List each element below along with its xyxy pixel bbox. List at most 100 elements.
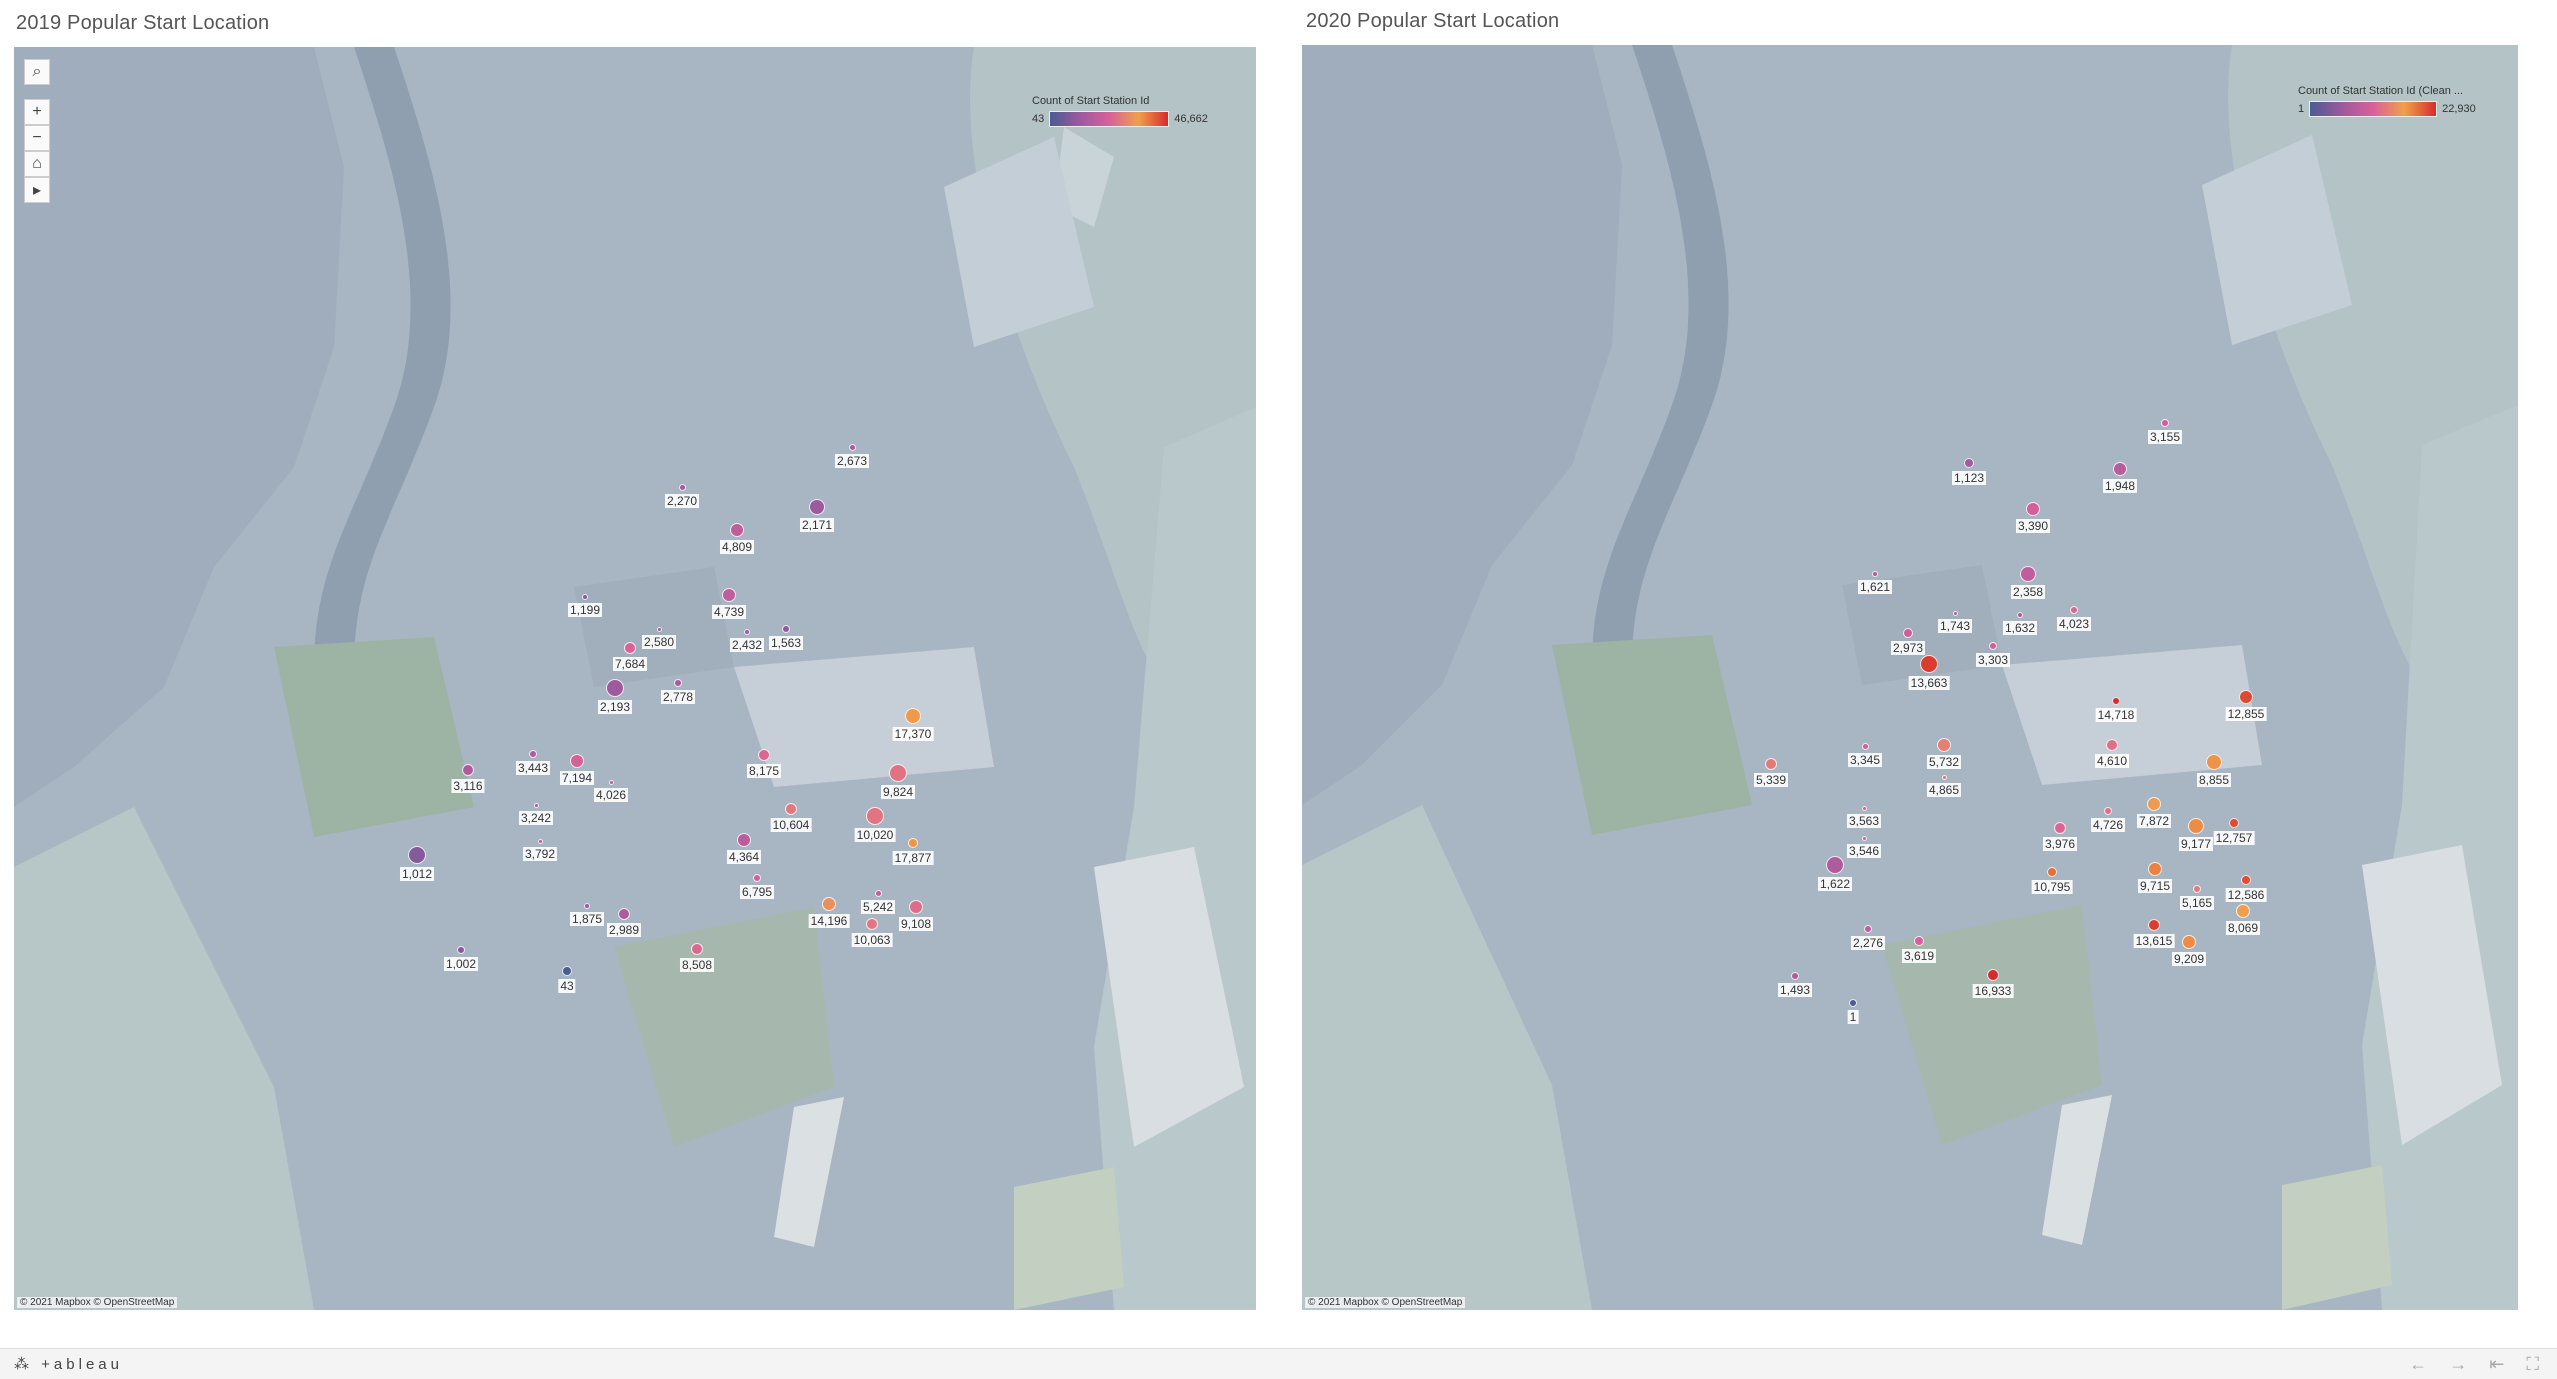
station-marker[interactable] (2047, 867, 2057, 877)
station-marker[interactable] (2113, 462, 2127, 476)
undo-icon[interactable]: ← (2409, 1353, 2428, 1374)
station-marker[interactable] (1914, 936, 1924, 946)
station-count-label: 1,199 (567, 603, 603, 617)
station-marker[interactable] (1791, 972, 1799, 980)
station-marker[interactable] (1872, 571, 1878, 577)
station-count-label: 3,116 (451, 779, 485, 793)
station-marker[interactable] (2026, 502, 2040, 516)
station-marker[interactable] (2182, 935, 2196, 949)
redo-icon[interactable]: → (2449, 1353, 2468, 1374)
station-marker[interactable] (674, 679, 682, 687)
map-tools-2019: ⌕ + − ⌂ ▸ (24, 59, 50, 203)
station-marker[interactable] (1952, 610, 1958, 616)
station-marker[interactable] (908, 838, 918, 848)
station-count-label: 7,684 (612, 657, 648, 671)
station-marker[interactable] (758, 749, 770, 761)
station-marker[interactable] (608, 779, 614, 785)
station-marker[interactable] (2161, 419, 2169, 427)
station-marker[interactable] (1937, 738, 1951, 752)
map-2020[interactable]: 3,155 1,123 1,948 3,390 1,621 2,358 1,743 1,632… (1302, 45, 2518, 1310)
station-marker[interactable] (2112, 697, 2120, 705)
station-marker[interactable] (570, 754, 584, 768)
station-marker[interactable] (2188, 818, 2204, 834)
station-marker[interactable] (866, 918, 878, 930)
station-count-label: 1,621 (1857, 580, 1893, 594)
station-marker[interactable] (2147, 797, 2161, 811)
expand-toolbar-icon[interactable]: ▸ (24, 177, 50, 203)
station-marker[interactable] (582, 594, 588, 600)
station-marker[interactable] (462, 764, 474, 776)
station-marker[interactable] (2236, 904, 2250, 918)
station-marker[interactable] (2020, 566, 2036, 582)
station-marker[interactable] (533, 802, 539, 808)
zoom-in-button[interactable]: + (24, 99, 50, 125)
station-marker[interactable] (618, 908, 630, 920)
station-marker[interactable] (730, 523, 744, 537)
station-marker[interactable] (1941, 774, 1947, 780)
station-marker[interactable] (1987, 969, 1999, 981)
station-marker[interactable] (562, 966, 572, 976)
station-marker[interactable] (909, 900, 923, 914)
map-2019[interactable]: 2,673 2,270 2,171 4,809 1,199 4,739 2,580 2,432… (14, 47, 1256, 1310)
station-marker[interactable] (2148, 862, 2162, 876)
map-title-2020: 2020 Popular Start Location (1306, 10, 1560, 32)
map-attribution[interactable]: © 2021 Mapbox © OpenStreetMap (1305, 1297, 1466, 1308)
station-marker[interactable] (809, 499, 825, 515)
home-icon[interactable]: ⌂ (24, 151, 50, 177)
station-marker[interactable] (2106, 739, 2118, 751)
station-marker[interactable] (1920, 655, 1938, 673)
station-marker[interactable] (1861, 805, 1867, 811)
station-marker[interactable] (1765, 758, 1777, 770)
tableau-logo[interactable]: ⁂ +ableau (14, 1356, 123, 1373)
zoom-out-button[interactable]: − (24, 125, 50, 151)
station-marker[interactable] (624, 642, 636, 654)
map-attribution[interactable]: © 2021 Mapbox © OpenStreetMap (17, 1297, 178, 1308)
station-marker[interactable] (537, 838, 543, 844)
station-marker[interactable] (2054, 822, 2066, 834)
station-marker[interactable] (408, 846, 426, 864)
station-marker[interactable] (584, 903, 590, 909)
station-count-label: 9,824 (880, 785, 916, 799)
station-marker[interactable] (2241, 875, 2251, 885)
station-marker[interactable] (2239, 690, 2253, 704)
station-marker[interactable] (2070, 606, 2078, 614)
fullscreen-icon[interactable]: ⛶ (2526, 1353, 2539, 1374)
station-marker[interactable] (874, 889, 882, 897)
station-marker[interactable] (737, 833, 751, 847)
station-marker[interactable] (606, 679, 624, 697)
station-marker[interactable] (2193, 885, 2201, 893)
station-marker[interactable] (744, 629, 750, 635)
station-marker[interactable] (848, 443, 856, 451)
station-marker[interactable] (905, 708, 921, 724)
station-marker[interactable] (691, 943, 703, 955)
station-marker[interactable] (889, 764, 907, 782)
station-marker[interactable] (678, 483, 686, 491)
station-marker[interactable] (529, 750, 537, 758)
station-marker[interactable] (1864, 925, 1872, 933)
station-count-label: 3,303 (1975, 653, 2011, 667)
station-marker[interactable] (1861, 742, 1869, 750)
revert-icon[interactable]: ⇤ (2489, 1353, 2505, 1374)
station-marker[interactable] (656, 626, 662, 632)
station-marker[interactable] (1861, 835, 1867, 841)
search-icon[interactable]: ⌕ (24, 59, 50, 85)
station-marker[interactable] (1989, 642, 1997, 650)
station-marker[interactable] (782, 625, 790, 633)
station-marker[interactable] (2229, 818, 2239, 828)
station-count-label: 4,026 (593, 787, 629, 802)
station-marker[interactable] (1964, 458, 1974, 468)
station-marker[interactable] (457, 946, 465, 954)
station-count-label: 14,196 (808, 914, 850, 928)
station-marker[interactable] (822, 897, 836, 911)
station-marker[interactable] (1903, 628, 1913, 638)
station-marker[interactable] (866, 807, 884, 825)
station-marker[interactable] (2017, 612, 2023, 618)
station-marker[interactable] (2206, 754, 2222, 770)
station-marker[interactable] (1849, 999, 1857, 1007)
station-marker[interactable] (2148, 919, 2160, 931)
station-marker[interactable] (722, 588, 736, 602)
station-marker[interactable] (785, 803, 797, 815)
station-marker[interactable] (753, 874, 761, 882)
station-marker[interactable] (1826, 856, 1844, 874)
station-marker[interactable] (2104, 807, 2112, 815)
